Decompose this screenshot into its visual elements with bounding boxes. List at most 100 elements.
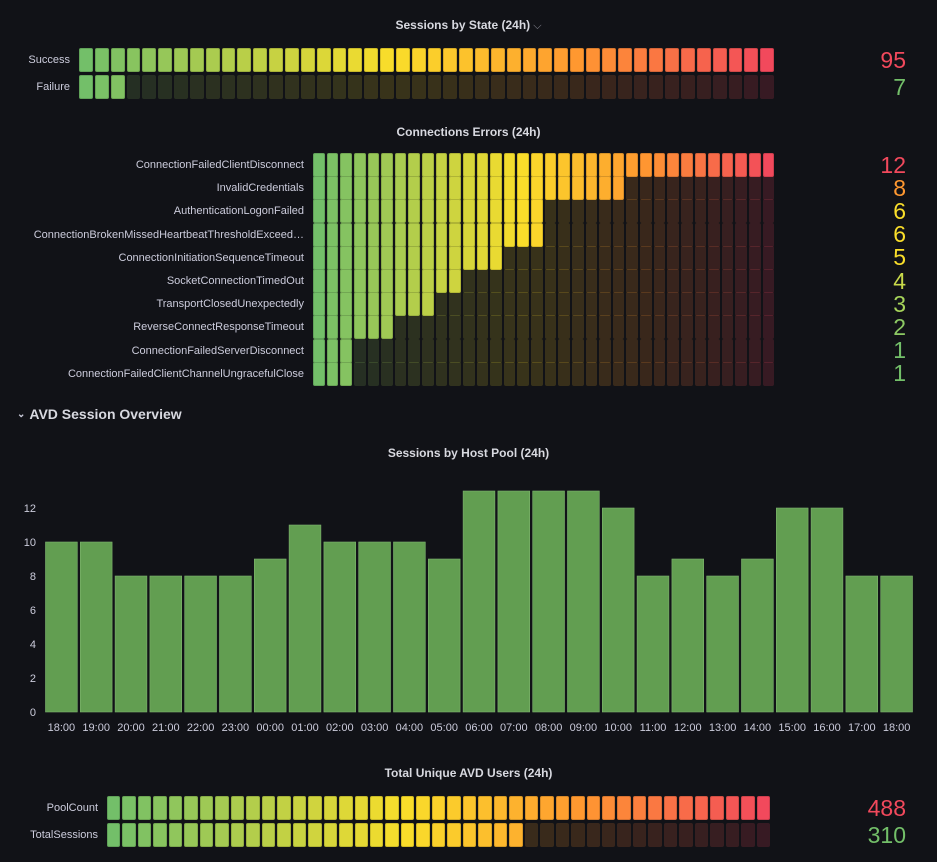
- gauge-value: 5: [893, 244, 906, 271]
- gauge-cell: [680, 315, 693, 340]
- gauge-cell: [354, 823, 368, 847]
- chevron-down-icon[interactable]: ⌵: [533, 20, 542, 32]
- gauge-cell: [570, 48, 584, 72]
- gauge-cell: [269, 75, 283, 99]
- gauge-cell: [142, 75, 157, 99]
- gauge-cell: [367, 222, 380, 247]
- gauge-cell: [380, 48, 394, 72]
- gauge-cell: [585, 338, 598, 363]
- section-title: AVD Session Overview: [29, 406, 182, 422]
- gauge-cell: [708, 315, 720, 340]
- gauge-cell: [447, 796, 461, 820]
- bar[interactable]: [497, 490, 530, 713]
- x-tick-label: 22:00: [187, 722, 215, 734]
- x-tick-label: 17:00: [848, 722, 876, 734]
- gauge-cell: [292, 823, 307, 847]
- bar[interactable]: [462, 490, 496, 713]
- bar[interactable]: [427, 558, 461, 713]
- bar[interactable]: [741, 558, 774, 713]
- panel-title-sessions-by-state[interactable]: Sessions by State (24h) ⌵: [0, 18, 937, 33]
- gauge-row: Failure 7: [0, 74, 937, 100]
- bar[interactable]: [149, 575, 182, 713]
- gauge-cell: [490, 292, 502, 317]
- gauge-cell: [694, 199, 707, 224]
- gauge-cell: [490, 338, 502, 363]
- gauge-cell: [411, 48, 426, 72]
- gauge-cell: [340, 153, 352, 177]
- gauge-cell: [612, 315, 625, 340]
- gauge-cell: [110, 48, 125, 72]
- bar[interactable]: [706, 575, 739, 713]
- gauge-cell: [694, 823, 709, 847]
- gauge-cell: [261, 823, 276, 847]
- gauge-cell: [381, 292, 393, 317]
- gauge-cell: [649, 48, 664, 72]
- gauge-cell: [339, 796, 353, 820]
- gauge-cell: [667, 245, 679, 270]
- bar[interactable]: [671, 558, 705, 713]
- x-tick-label: 02:00: [326, 722, 354, 734]
- bar[interactable]: [601, 507, 635, 713]
- gauge-value: 310: [867, 821, 906, 848]
- bar[interactable]: [636, 575, 670, 713]
- gauge-cell: [137, 796, 152, 820]
- gauge-cell: [367, 269, 380, 293]
- panel-title-connection-errors[interactable]: Connections Errors (24h): [396, 125, 541, 139]
- y-tick-label: 2: [30, 673, 36, 685]
- gauge-cell: [626, 222, 638, 247]
- x-tick-label: 14:00: [744, 722, 772, 734]
- gauge-cell: [762, 176, 775, 201]
- bar[interactable]: [358, 541, 391, 713]
- gauge-cell: [735, 176, 747, 201]
- bar[interactable]: [845, 575, 879, 713]
- gauge-cell: [640, 361, 652, 386]
- bar[interactable]: [567, 490, 600, 713]
- gauge-cell: [422, 338, 434, 363]
- gauge-cell: [493, 823, 508, 847]
- gauge-cell: [653, 269, 666, 293]
- gauge-cell: [586, 48, 600, 72]
- gauge-cell: [762, 292, 775, 317]
- bar[interactable]: [184, 575, 217, 713]
- gauge-cell: [462, 222, 475, 247]
- gauge-cell: [215, 823, 229, 847]
- gauge-cell: [531, 153, 543, 177]
- gauge-cell: [122, 823, 136, 847]
- gauge-cell: [503, 222, 516, 247]
- gauge-cell: [394, 338, 407, 363]
- gauge-cell: [612, 176, 625, 201]
- gauge-cell: [653, 222, 666, 247]
- gauge-cell: [667, 292, 679, 317]
- gauge-cell: [626, 338, 638, 363]
- gauge-cell: [721, 245, 734, 270]
- bar[interactable]: [810, 507, 844, 713]
- gauge-cell: [640, 176, 652, 201]
- gauge-cell: [524, 823, 539, 847]
- panel-title-unique-users[interactable]: Total Unique AVD Users (24h): [384, 766, 553, 780]
- gauge-cell: [158, 75, 173, 99]
- gauge-cell: [381, 245, 393, 270]
- bar[interactable]: [323, 541, 356, 713]
- gauge-cell: [558, 245, 570, 270]
- bar[interactable]: [219, 575, 252, 713]
- gauge-cell: [422, 245, 434, 270]
- gauge-label: ConnectionInitiationSequenceTimeout: [118, 251, 305, 264]
- section-header-avd-session-overview[interactable]: ⌄ AVD Session Overview: [17, 406, 182, 422]
- gauge-cell: [531, 315, 543, 340]
- bar[interactable]: [45, 541, 78, 713]
- bar[interactable]: [775, 507, 809, 713]
- bar[interactable]: [254, 558, 287, 713]
- gauge-value: 4: [893, 267, 906, 294]
- gauge-cell: [353, 315, 366, 340]
- bar[interactable]: [114, 575, 148, 713]
- gauge-label: InvalidCredentials: [216, 182, 304, 195]
- panel-title-host-pool[interactable]: Sessions by Host Pool (24h): [387, 446, 550, 460]
- bar[interactable]: [532, 490, 565, 713]
- bar[interactable]: [288, 524, 322, 713]
- gauge-cell: [422, 153, 434, 177]
- bar[interactable]: [393, 541, 426, 713]
- bar[interactable]: [880, 575, 913, 713]
- gauge-bar: [313, 269, 775, 293]
- gauge-cell: [749, 176, 761, 201]
- bar[interactable]: [80, 541, 113, 713]
